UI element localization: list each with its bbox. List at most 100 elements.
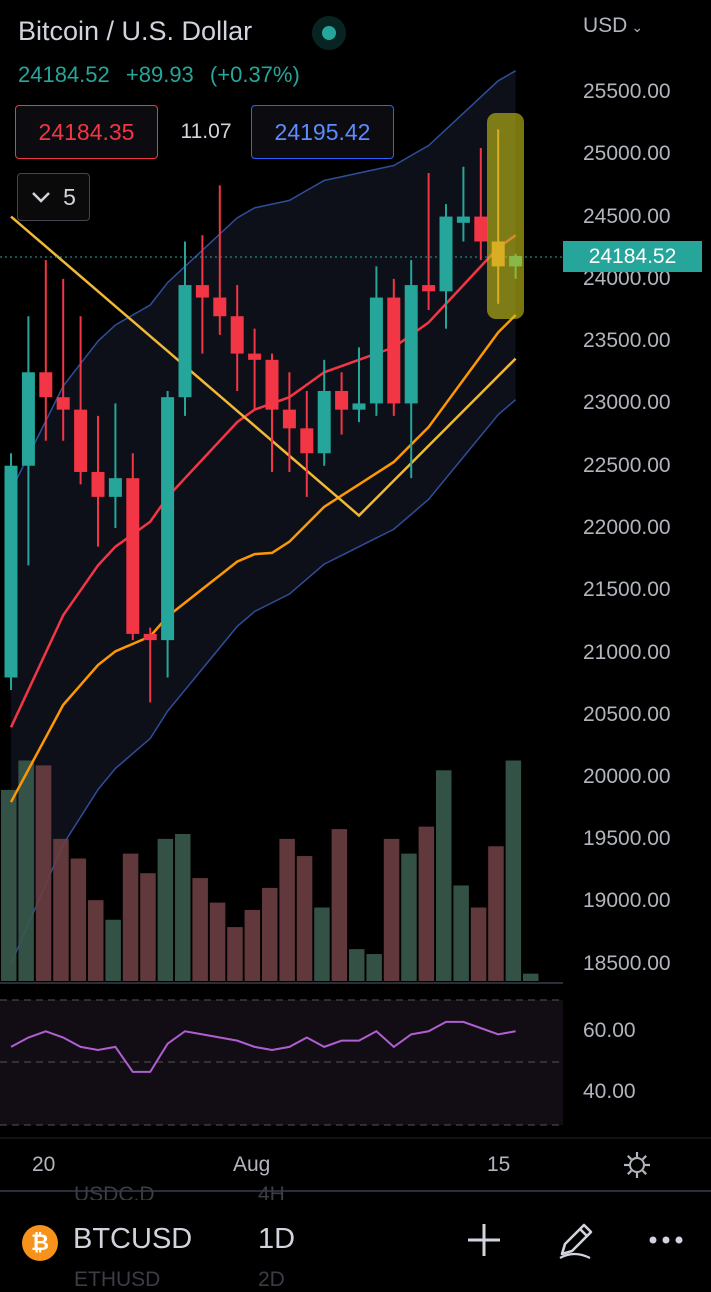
chart-canvas[interactable] (0, 0, 711, 1190)
timeframe-button[interactable]: 1D (258, 1223, 296, 1255)
candle-body (474, 216, 488, 242)
candle-body (195, 285, 209, 298)
volume-bar (401, 853, 417, 981)
volume-bar (175, 834, 191, 981)
volume-bar (366, 954, 382, 981)
bollinger-lower-line (10, 399, 517, 965)
candle-body (422, 285, 436, 292)
bottom-separator (0, 1190, 711, 1192)
price-axis-label: 21000.00 (583, 641, 671, 664)
ma-orange-line (9, 314, 517, 803)
candle-body (265, 359, 279, 410)
ma-yellow-line (10, 215, 517, 518)
candle-body (369, 297, 383, 404)
volume-bar (453, 885, 469, 981)
volume-bars (1, 760, 539, 981)
indicators-count: 5 (63, 183, 76, 210)
volume-bar (349, 949, 365, 981)
price-axis-label: 21500.00 (583, 578, 671, 601)
volume-bar (523, 973, 539, 981)
price-axis-label: 22000.00 (583, 516, 671, 539)
price-axis-label: 19500.00 (583, 827, 671, 850)
volume-bar (488, 846, 504, 981)
plus-icon[interactable] (462, 1218, 506, 1262)
volume-bar (122, 853, 139, 981)
sell-button[interactable]: 24184.35 (15, 105, 158, 159)
volume-bar (331, 829, 348, 981)
candle-body (230, 316, 244, 354)
buy-button[interactable]: 24195.42 (251, 105, 394, 159)
price-axis-label: 19000.00 (583, 889, 671, 912)
candle-body (143, 633, 157, 641)
volume-bar (262, 887, 278, 981)
volume-bar (314, 907, 330, 981)
market-open-indicator (312, 16, 346, 50)
candle-body (456, 216, 470, 223)
volume-bar (505, 760, 522, 981)
bottom-toolbar (0, 1200, 711, 1280)
price-axis-label: 20500.00 (583, 703, 671, 726)
chart-title[interactable]: Bitcoin / U.S. Dollar (18, 16, 253, 46)
volume-bar (70, 858, 87, 981)
volume-bar (35, 765, 52, 981)
candle-body (213, 297, 227, 317)
candle-body (300, 428, 314, 454)
volume-bar (1, 789, 17, 981)
volume-bar (227, 927, 243, 981)
volume-bar (418, 826, 435, 981)
rsi-axis-label: 60.00 (583, 1019, 636, 1042)
candle-body (404, 285, 418, 404)
candle-body (4, 465, 18, 678)
candle-body (74, 409, 88, 472)
volume-bar (209, 902, 226, 981)
last-price: 24184.52 (18, 62, 110, 87)
volume-bar (53, 838, 69, 981)
rsi-axis-label: 40.00 (583, 1080, 636, 1103)
symbol-button[interactable]: BTCUSD (73, 1223, 193, 1255)
price-axis-label: 24000.00 (583, 267, 671, 290)
volume-bar (279, 838, 295, 981)
candlesticks (4, 129, 523, 703)
volume-bar (140, 873, 156, 981)
pencil-icon[interactable] (554, 1218, 598, 1262)
ghost-symbol: ETHUSD (74, 1268, 161, 1291)
chevron-down-icon (32, 192, 50, 203)
candle-body (317, 390, 331, 454)
current-price-tag: 24184.52 (563, 241, 702, 272)
candle-body (161, 397, 175, 641)
price-axis-label: 25000.00 (583, 142, 671, 165)
bitcoin-icon: ₿ (22, 1225, 58, 1261)
candle-body (335, 390, 349, 410)
volume-bar (18, 760, 34, 981)
bollinger-upper-line (10, 70, 516, 491)
highlight-marker (487, 113, 524, 319)
price-axis-label: 25500.00 (583, 80, 671, 103)
volume-bar (383, 838, 400, 981)
time-axis-label: 20 (32, 1153, 56, 1176)
gear-icon[interactable] (622, 1150, 652, 1180)
rsi-line (10, 1020, 516, 1073)
candle-body (387, 297, 401, 404)
more-icon[interactable] (644, 1218, 688, 1262)
candle-body (108, 478, 122, 497)
rsi-pane (0, 999, 563, 1126)
price-change-pct: (+0.37%) (209, 62, 300, 87)
indicators-toggle-button[interactable]: 5 (17, 173, 90, 221)
candle-body (178, 285, 192, 398)
price-axis-label: 18500.00 (583, 952, 671, 975)
price-axis-label: 24500.00 (583, 205, 671, 228)
candle-body (91, 471, 105, 497)
currency-selector[interactable]: USD ⌄ (583, 14, 644, 37)
bollinger-fill (11, 70, 516, 964)
price-axis-label: 22500.00 (583, 454, 671, 477)
quote-line: 24184.52 +89.93 (+0.37%) (18, 62, 310, 88)
spread-value: 11.07 (180, 120, 232, 143)
ma-red-line (9, 234, 517, 728)
price-change: +89.93 (125, 62, 194, 87)
volume-bar (192, 878, 208, 981)
candle-body (56, 397, 70, 410)
candle-body (248, 353, 262, 360)
time-axis-label: 15 (487, 1153, 511, 1176)
price-axis-label: 23500.00 (583, 329, 671, 352)
candle-body (352, 403, 366, 410)
